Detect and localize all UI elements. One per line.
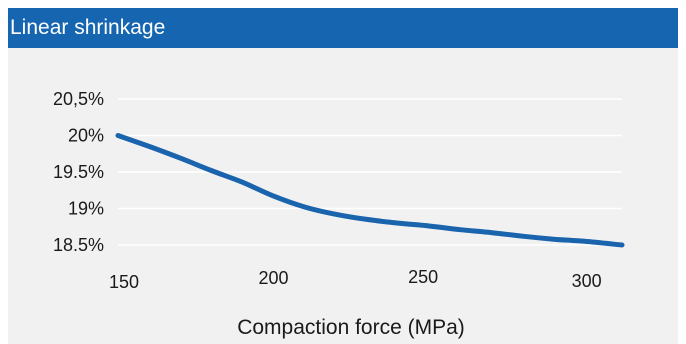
y-axis-ticks: 20,5% 20% 19.5% 19% 18.5% [53, 89, 104, 255]
line-chart: 20,5% 20% 19.5% 19% 18.5% 150 200 250 300 Compa… [53, 89, 625, 339]
x-tick-label: 200 [259, 268, 289, 288]
x-tick-label: 300 [572, 271, 602, 291]
y-tick-label: 18.5% [53, 235, 104, 255]
chart-header: Linear shrinkage [8, 8, 678, 48]
gridlines [118, 98, 622, 246]
x-axis-ticks: 150 200 250 300 [109, 267, 602, 292]
y-tick-label: 19.5% [53, 162, 104, 182]
chart-title: Linear shrinkage [10, 16, 166, 39]
series-group [115, 133, 625, 248]
x-tick-label: 250 [408, 267, 438, 287]
y-tick-label: 19% [68, 199, 104, 219]
y-tick-label: 20% [68, 126, 104, 146]
x-tick-label: 150 [109, 272, 139, 292]
y-tick-label: 20,5% [53, 89, 104, 109]
series-line [115, 133, 625, 248]
chart-card: Linear shrinkage 20,5% 20% 19.5% 19% 18.5% 1… [8, 8, 678, 344]
x-axis-label: Compaction force (MPa) [237, 316, 465, 339]
